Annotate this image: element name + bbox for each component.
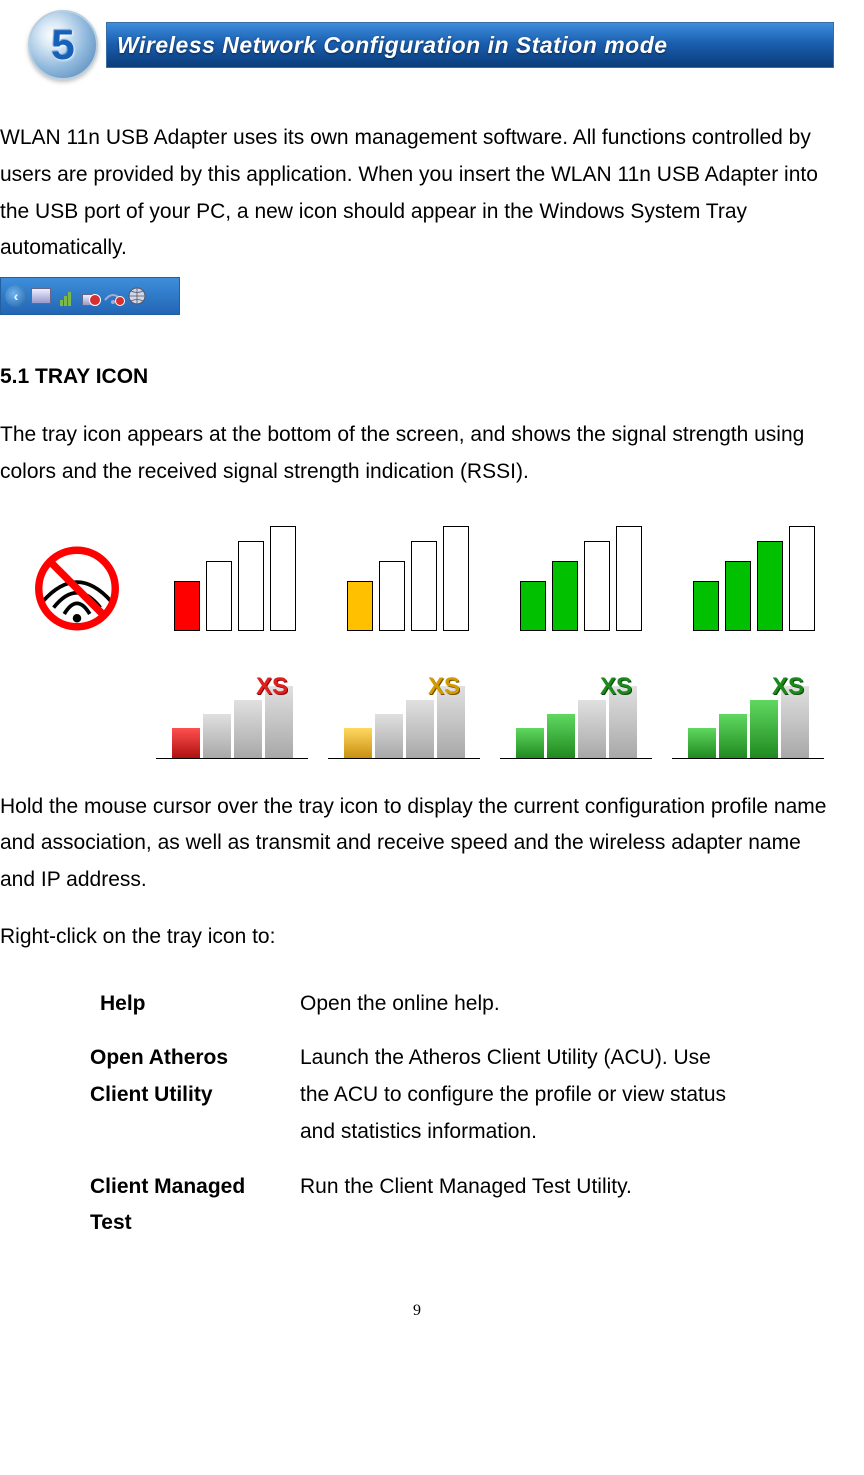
signal-bar (174, 581, 200, 631)
signal-bar (789, 526, 815, 631)
xs-signal-green-2: XS (500, 671, 652, 759)
signal-bar (443, 526, 469, 631)
signal-bar (757, 541, 783, 631)
definition-row: Client Managed Test Run the Client Manag… (90, 1169, 730, 1243)
signal-icons-row2: XS XS XS XS (0, 671, 834, 759)
signal-bar (347, 581, 373, 631)
definition-term: Client Managed Test (90, 1169, 300, 1243)
chapter-banner: 5 Wireless Network Configuration in Stat… (28, 10, 834, 80)
definition-desc: Open the online help. (300, 986, 730, 1023)
definition-term: Open Atheros Client Utility (90, 1040, 300, 1150)
signal-1bar-yellow (338, 526, 478, 631)
signal-2bar-green (511, 526, 651, 631)
tray-wireless-icon (103, 286, 123, 306)
section-p3: Right-click on the tray icon to: (0, 919, 834, 956)
signal-bar (688, 728, 716, 758)
chapter-title: Wireless Network Configuration in Statio… (106, 22, 834, 68)
definition-desc: Launch the Atheros Client Utility (ACU).… (300, 1040, 730, 1150)
signal-bar (520, 581, 546, 631)
signal-bar (552, 561, 578, 631)
definitions-list: Help Open the online help. Open Atheros … (90, 986, 730, 1243)
tray-monitor-icon (31, 288, 51, 304)
signal-bar (547, 714, 575, 758)
xs-label: XS (256, 673, 288, 701)
tray-expand-arrow-icon: ‹ (5, 285, 27, 307)
section-p2: Hold the mouse cursor over the tray icon… (0, 789, 834, 899)
xs-label: XS (600, 673, 632, 701)
xs-signal-red: XS (156, 671, 308, 759)
definition-desc: Run the Client Managed Test Utility. (300, 1169, 730, 1243)
chapter-number-badge: 5 (28, 10, 98, 80)
signal-icons-row1 (0, 526, 834, 631)
definition-term: Help (90, 986, 300, 1023)
definition-row: Help Open the online help. (90, 986, 730, 1023)
signal-bar (379, 561, 405, 631)
section-p1: The tray icon appears at the bottom of t… (0, 417, 834, 491)
signal-bar (616, 526, 642, 631)
tray-signal-icon (55, 286, 75, 306)
page-number: 9 (0, 1302, 834, 1320)
signal-bar (203, 714, 231, 758)
tray-globe-icon (127, 286, 147, 306)
signal-bar (234, 700, 262, 758)
document-page: 5 Wireless Network Configuration in Stat… (0, 10, 834, 1320)
signal-bar (406, 700, 434, 758)
signal-bar (719, 714, 747, 758)
signal-3bar-green (684, 526, 824, 631)
system-tray-screenshot: ‹ (0, 277, 180, 315)
xs-label: XS (428, 673, 460, 701)
intro-paragraph: WLAN 11n USB Adapter uses its own manage… (0, 120, 834, 267)
signal-bar (725, 561, 751, 631)
tray-icons-group (31, 286, 147, 306)
xs-label: XS (772, 673, 804, 701)
signal-bar (172, 728, 200, 758)
section-heading: 5.1 TRAY ICON (0, 365, 834, 389)
signal-bar (206, 561, 232, 631)
signal-bar (411, 541, 437, 631)
signal-1bar-red (165, 526, 305, 631)
signal-bar (584, 541, 610, 631)
signal-bar (578, 700, 606, 758)
signal-bar (238, 541, 264, 631)
chapter-number: 5 (51, 21, 74, 69)
signal-bar (516, 728, 544, 758)
signal-bar (375, 714, 403, 758)
signal-bar (344, 728, 372, 758)
xs-signal-green-3: XS (672, 671, 824, 759)
signal-bar (270, 526, 296, 631)
signal-bar (693, 581, 719, 631)
definition-row: Open Atheros Client Utility Launch the A… (90, 1040, 730, 1150)
tray-network-icon (79, 286, 99, 306)
xs-signal-yellow: XS (328, 671, 480, 759)
signal-bar (750, 700, 778, 758)
no-signal-icon (22, 546, 132, 631)
